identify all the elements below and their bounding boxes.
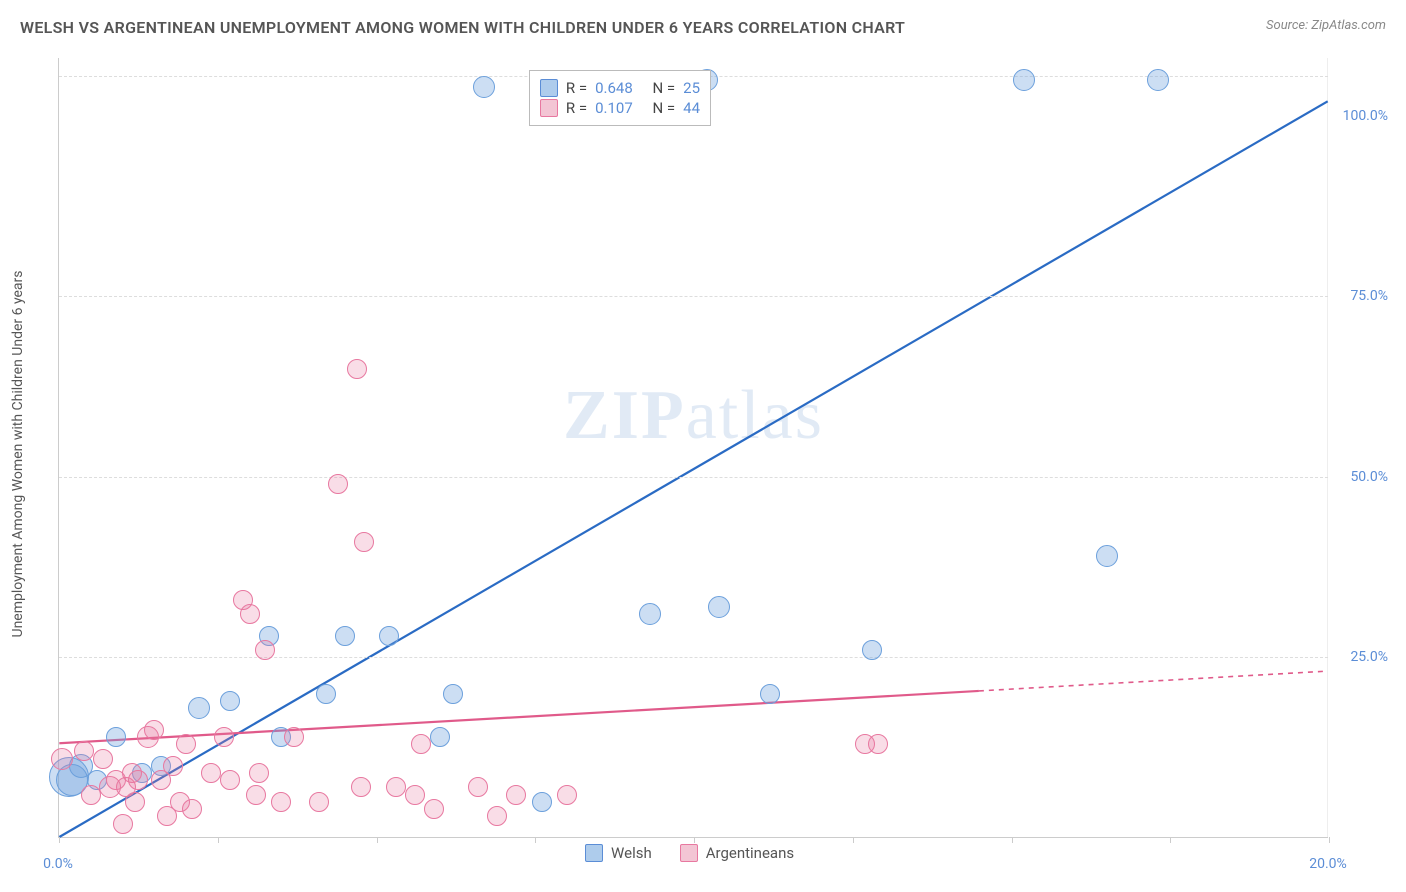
argentinean-point bbox=[125, 792, 145, 812]
gridline-h bbox=[59, 657, 1328, 658]
x-tick bbox=[1170, 837, 1171, 843]
argentinean-point bbox=[182, 799, 202, 819]
argentinean-point bbox=[255, 640, 275, 660]
welsh-point bbox=[760, 684, 780, 704]
argentinean-point bbox=[354, 532, 374, 552]
welsh-point bbox=[220, 691, 240, 711]
argentinean-point bbox=[411, 734, 431, 754]
x-tick bbox=[1329, 837, 1330, 843]
series-legend-item: Argentineans bbox=[680, 844, 794, 862]
x-tick bbox=[694, 837, 695, 843]
argentinean-point bbox=[51, 748, 73, 770]
welsh-point bbox=[1096, 545, 1118, 567]
n-value: 44 bbox=[683, 99, 700, 117]
argentinean-point bbox=[347, 359, 367, 379]
plot-area: ZIPatlas R = 0.648 N = 25 R = 0.107 N = 44 25… bbox=[58, 58, 1328, 838]
n-label: N = bbox=[653, 79, 676, 97]
pink-swatch-icon bbox=[680, 844, 698, 862]
correlation-legend: R = 0.648 N = 25 R = 0.107 N = 44 bbox=[529, 70, 711, 126]
argentinean-point bbox=[506, 785, 526, 805]
argentinean-point bbox=[163, 756, 183, 776]
argentinean-point bbox=[309, 792, 329, 812]
x-tick-label: 0.0% bbox=[43, 856, 73, 872]
chart-title: WELSH VS ARGENTINEAN UNEMPLOYMENT AMONG … bbox=[20, 18, 905, 37]
pink-swatch-icon bbox=[540, 99, 558, 117]
welsh-point bbox=[1013, 69, 1035, 91]
argentinean-point bbox=[93, 749, 113, 769]
source-label: Source: ZipAtlas.com bbox=[1266, 18, 1386, 33]
y-tick-label: 75.0% bbox=[1350, 288, 1388, 304]
series-legend: Welsh Argentineans bbox=[585, 844, 794, 862]
n-value: 25 bbox=[683, 79, 700, 97]
x-tick bbox=[377, 837, 378, 843]
argentinean-point bbox=[240, 604, 260, 624]
blue-swatch-icon bbox=[540, 79, 558, 97]
argentinean-point bbox=[144, 720, 164, 740]
welsh-point bbox=[443, 684, 463, 704]
plot-right-border bbox=[1327, 58, 1328, 837]
x-tick bbox=[1012, 837, 1013, 843]
welsh-point bbox=[188, 697, 210, 719]
r-label: R = bbox=[566, 99, 587, 117]
welsh-point bbox=[106, 727, 126, 747]
r-label: R = bbox=[566, 79, 587, 97]
x-tick bbox=[535, 837, 536, 843]
correlation-legend-row: R = 0.648 N = 25 bbox=[540, 79, 700, 97]
argentinean-point bbox=[271, 792, 291, 812]
argentinean-point bbox=[284, 727, 304, 747]
r-value: 0.107 bbox=[595, 99, 633, 117]
trendlines-svg bbox=[59, 58, 1328, 837]
watermark: ZIPatlas bbox=[563, 376, 824, 456]
y-tick-label: 25.0% bbox=[1350, 649, 1388, 665]
series-legend-label: Welsh bbox=[611, 844, 652, 862]
welsh-point bbox=[335, 626, 355, 646]
argentinean-point bbox=[386, 777, 406, 797]
argentinean-point bbox=[81, 785, 101, 805]
argentinean-point bbox=[113, 814, 133, 834]
argentinean-point bbox=[328, 474, 348, 494]
series-legend-item: Welsh bbox=[585, 844, 652, 862]
argentinean-point bbox=[214, 727, 234, 747]
argentinean-point bbox=[487, 806, 507, 826]
welsh-point bbox=[532, 792, 552, 812]
argentinean-point bbox=[557, 785, 577, 805]
argentinean-point bbox=[249, 763, 269, 783]
argentinean-point bbox=[405, 785, 425, 805]
argentinean-point bbox=[128, 770, 148, 790]
y-axis-label: Unemployment Among Women with Children U… bbox=[10, 270, 26, 637]
argentinean-point bbox=[220, 770, 240, 790]
argentinean-point bbox=[351, 777, 371, 797]
x-tick bbox=[218, 837, 219, 843]
argentinean-point bbox=[868, 734, 888, 754]
x-tick bbox=[59, 837, 60, 843]
argentinean-point bbox=[201, 763, 221, 783]
argentinean-point bbox=[468, 777, 488, 797]
r-value: 0.648 bbox=[595, 79, 633, 97]
blue-swatch-icon bbox=[585, 844, 603, 862]
series-legend-label: Argentineans bbox=[706, 844, 794, 862]
welsh-point bbox=[430, 727, 450, 747]
y-tick-label: 50.0% bbox=[1350, 469, 1388, 485]
argentinean-point bbox=[74, 741, 94, 761]
welsh-point bbox=[473, 76, 495, 98]
correlation-legend-row: R = 0.107 N = 44 bbox=[540, 99, 700, 117]
welsh-point bbox=[316, 684, 336, 704]
x-tick-label: 20.0% bbox=[1309, 856, 1347, 872]
argentinean-point bbox=[424, 799, 444, 819]
welsh-point bbox=[1147, 69, 1169, 91]
argentinean-point bbox=[246, 785, 266, 805]
gridline-h bbox=[59, 296, 1328, 297]
welsh-point bbox=[708, 596, 730, 618]
argentinean-point bbox=[176, 734, 196, 754]
welsh-point bbox=[379, 626, 399, 646]
gridline-h bbox=[59, 477, 1328, 478]
x-tick bbox=[853, 837, 854, 843]
y-tick-label: 100.0% bbox=[1343, 108, 1388, 124]
n-label: N = bbox=[653, 99, 676, 117]
welsh-point bbox=[862, 640, 882, 660]
welsh-point bbox=[639, 603, 661, 625]
